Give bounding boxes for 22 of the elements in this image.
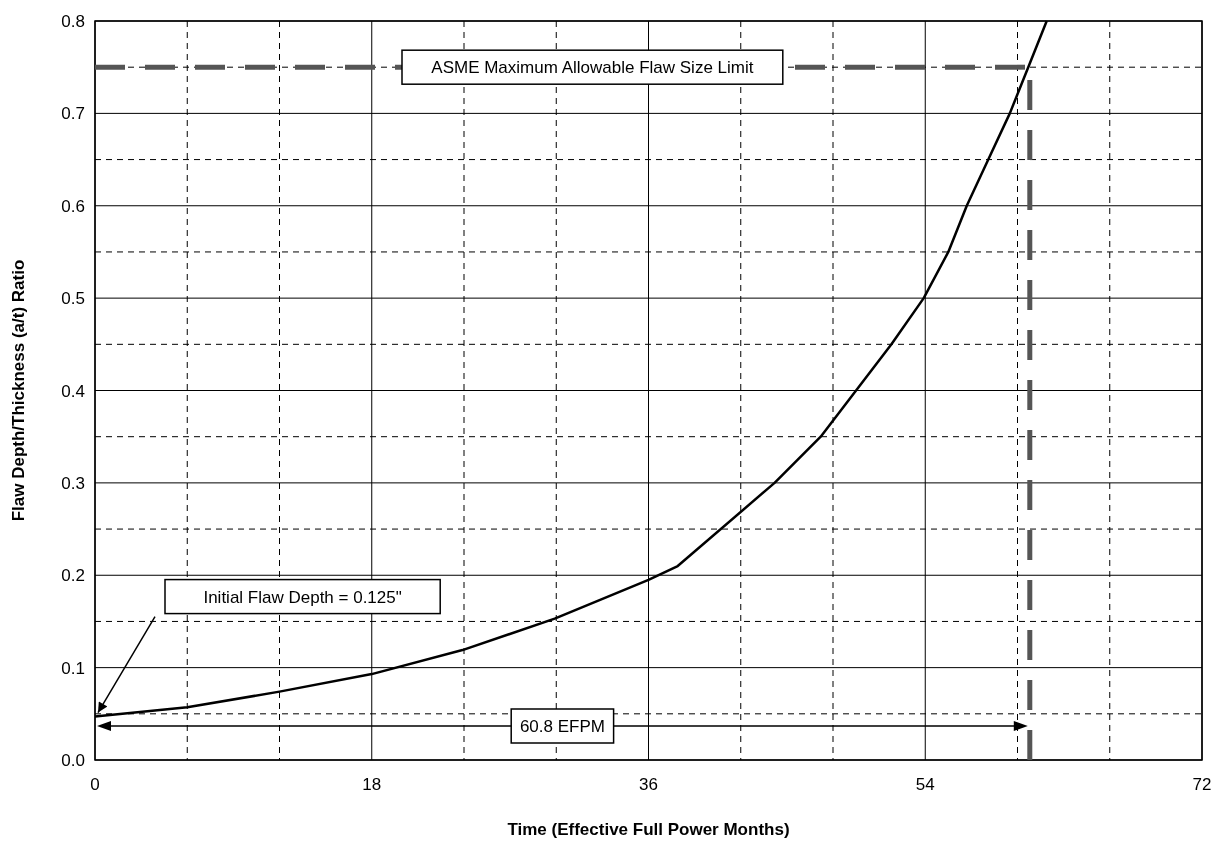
x-tick-label: 36 (639, 775, 658, 794)
x-tick-label: 54 (915, 775, 935, 794)
text-box: Initial Flaw Depth = 0.125" (164, 578, 441, 615)
y-tick-label: 0.3 (61, 473, 85, 493)
ref-line-label: ASME Maximum Allowable Flaw Size Limit (431, 58, 754, 78)
y-tick-label: 0.0 (61, 751, 85, 770)
y-tick-label: 0.2 (61, 566, 85, 586)
x-axis-title: Time (Effective Full Power Months) (507, 820, 790, 839)
y-tick-label: 0.4 (61, 381, 85, 401)
y-tick-label: 0.8 (61, 12, 85, 31)
annotation: Initial Flaw Depth = 0.125" (203, 587, 402, 607)
y-tick-label: 0.7 (61, 104, 85, 124)
text-box: 60.8 EFPM (510, 708, 615, 744)
y-tick-label: 0.6 (61, 196, 85, 216)
x-tick-label: 72 (1192, 775, 1212, 794)
y-axis-title: Flaw Depth/Thickness (a/t) Ratio (9, 259, 28, 522)
x-tick-label: 0 (90, 775, 100, 794)
x-tick-label: 18 (362, 775, 382, 794)
text-box: ASME Maximum Allowable Flaw Size Limit (401, 49, 784, 85)
y-tick-label: 0.1 (61, 658, 85, 678)
annotation: 60.8 EFPM (519, 717, 605, 736)
y-tick-label: 0.5 (61, 289, 85, 309)
